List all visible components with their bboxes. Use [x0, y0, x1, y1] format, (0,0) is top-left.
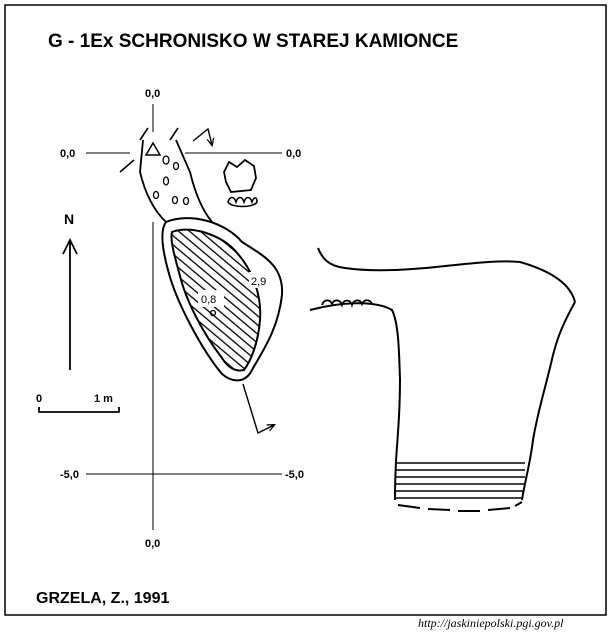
section-line	[192, 127, 274, 434]
grid-label-left-top: 0,0	[60, 148, 75, 160]
longitudinal-profile	[309, 247, 576, 512]
scale-bar	[38, 407, 120, 413]
sheet-frame	[4, 4, 607, 616]
north-label: N	[64, 211, 74, 227]
cave-plan	[119, 127, 284, 382]
grid-label-top: 0,0	[145, 88, 160, 100]
depth-label-2: 2,9	[251, 276, 266, 288]
author-credit: GRZELA, Z., 1991	[36, 590, 169, 607]
grid-label-bottom: 0,0	[145, 538, 160, 550]
cross-section	[223, 158, 258, 208]
entrance-triangle	[144, 141, 162, 156]
scale-label-zero: 0	[36, 393, 42, 405]
grid-label-right-bottom: -5,0	[285, 469, 304, 481]
grid-label-right-top: 0,0	[286, 148, 301, 160]
source-url[interactable]: http://jaskiniepolski.pgi.gov.pl	[418, 616, 564, 630]
grid-label-left-bottom: -5,0	[60, 469, 79, 481]
north-arrow	[62, 237, 78, 370]
depth-label-1: 0,8	[201, 294, 216, 306]
scale-label-end: 1 m	[94, 393, 113, 405]
page-title: G - 1Ex SCHRONISKO W STAREJ KAMIONCE	[48, 31, 458, 52]
